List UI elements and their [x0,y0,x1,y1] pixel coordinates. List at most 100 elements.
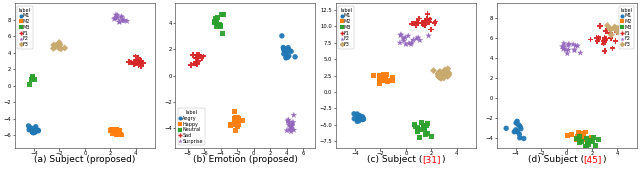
Point [229,117,239,120]
Point [122,20,132,23]
Point [422,17,433,20]
Point [571,44,581,47]
Point [436,77,446,80]
Point [595,25,605,28]
Point [194,53,204,56]
Point [600,37,610,40]
Point [349,112,359,115]
Point [131,61,141,64]
Point [24,128,34,131]
Point [439,71,449,74]
Point [433,75,444,78]
Legend: M1, M2, M3, F1, F2, F3: M1, M2, M3, F1, F2, F3 [339,6,354,49]
Point [420,133,431,136]
Point [576,138,586,141]
Point [26,126,36,129]
Point [580,131,591,134]
Point [136,60,146,63]
Point [358,117,369,120]
Point [374,77,385,80]
Point [110,131,120,134]
Point [114,131,124,134]
Point [610,25,620,28]
Point [379,79,389,82]
Point [396,33,406,36]
Point [581,147,591,150]
Point [562,52,572,55]
Point [115,20,125,23]
Point [111,128,122,131]
Point [129,61,140,64]
Point [281,56,291,59]
Point [234,124,244,126]
Point [60,46,70,49]
Point [515,133,525,136]
Point [602,24,612,27]
Point [598,42,609,45]
Point [599,36,609,39]
Point [511,121,521,124]
Point [280,50,291,53]
Point [192,62,202,65]
Point [114,132,124,135]
Point [233,117,243,120]
Point [385,79,395,82]
Point [611,31,621,34]
Point [282,56,292,59]
Point [618,26,628,29]
Point [418,23,428,26]
Point [191,62,202,65]
Point [435,76,445,79]
Point [281,50,291,53]
Point [211,25,221,28]
Point [116,15,127,18]
Text: (a) Subject (proposed): (a) Subject (proposed) [34,155,136,164]
Point [129,62,139,65]
Point [219,13,229,16]
Point [420,21,430,24]
Point [30,78,40,81]
Point [290,55,300,58]
Point [444,73,454,76]
Point [283,119,293,122]
Point [408,39,419,41]
Point [287,121,297,124]
Point [28,129,38,132]
Point [282,50,292,53]
Point [582,142,592,145]
Point [613,28,623,31]
Point [133,64,143,67]
Point [375,78,385,81]
Point [210,20,220,23]
Point [600,49,610,52]
Point [374,82,385,85]
Point [114,129,124,132]
Point [424,20,435,23]
Point [605,37,616,40]
Point [133,60,143,63]
Point [138,62,148,65]
Point [435,70,445,73]
Point [410,123,420,126]
Point [126,61,136,64]
Point [419,128,429,131]
Point [284,124,294,127]
Point [612,27,622,30]
Point [509,130,520,133]
Point [234,118,244,121]
Point [279,48,289,51]
Point [211,19,221,22]
Point [441,70,451,73]
Point [600,30,611,33]
Point [109,18,119,21]
Point [28,128,38,131]
Point [614,29,625,32]
Point [136,65,146,68]
Point [410,125,420,128]
Point [413,22,424,25]
Point [226,124,236,127]
Point [212,16,223,19]
Point [433,71,444,74]
Text: ): ) [602,155,605,164]
Point [116,16,127,19]
